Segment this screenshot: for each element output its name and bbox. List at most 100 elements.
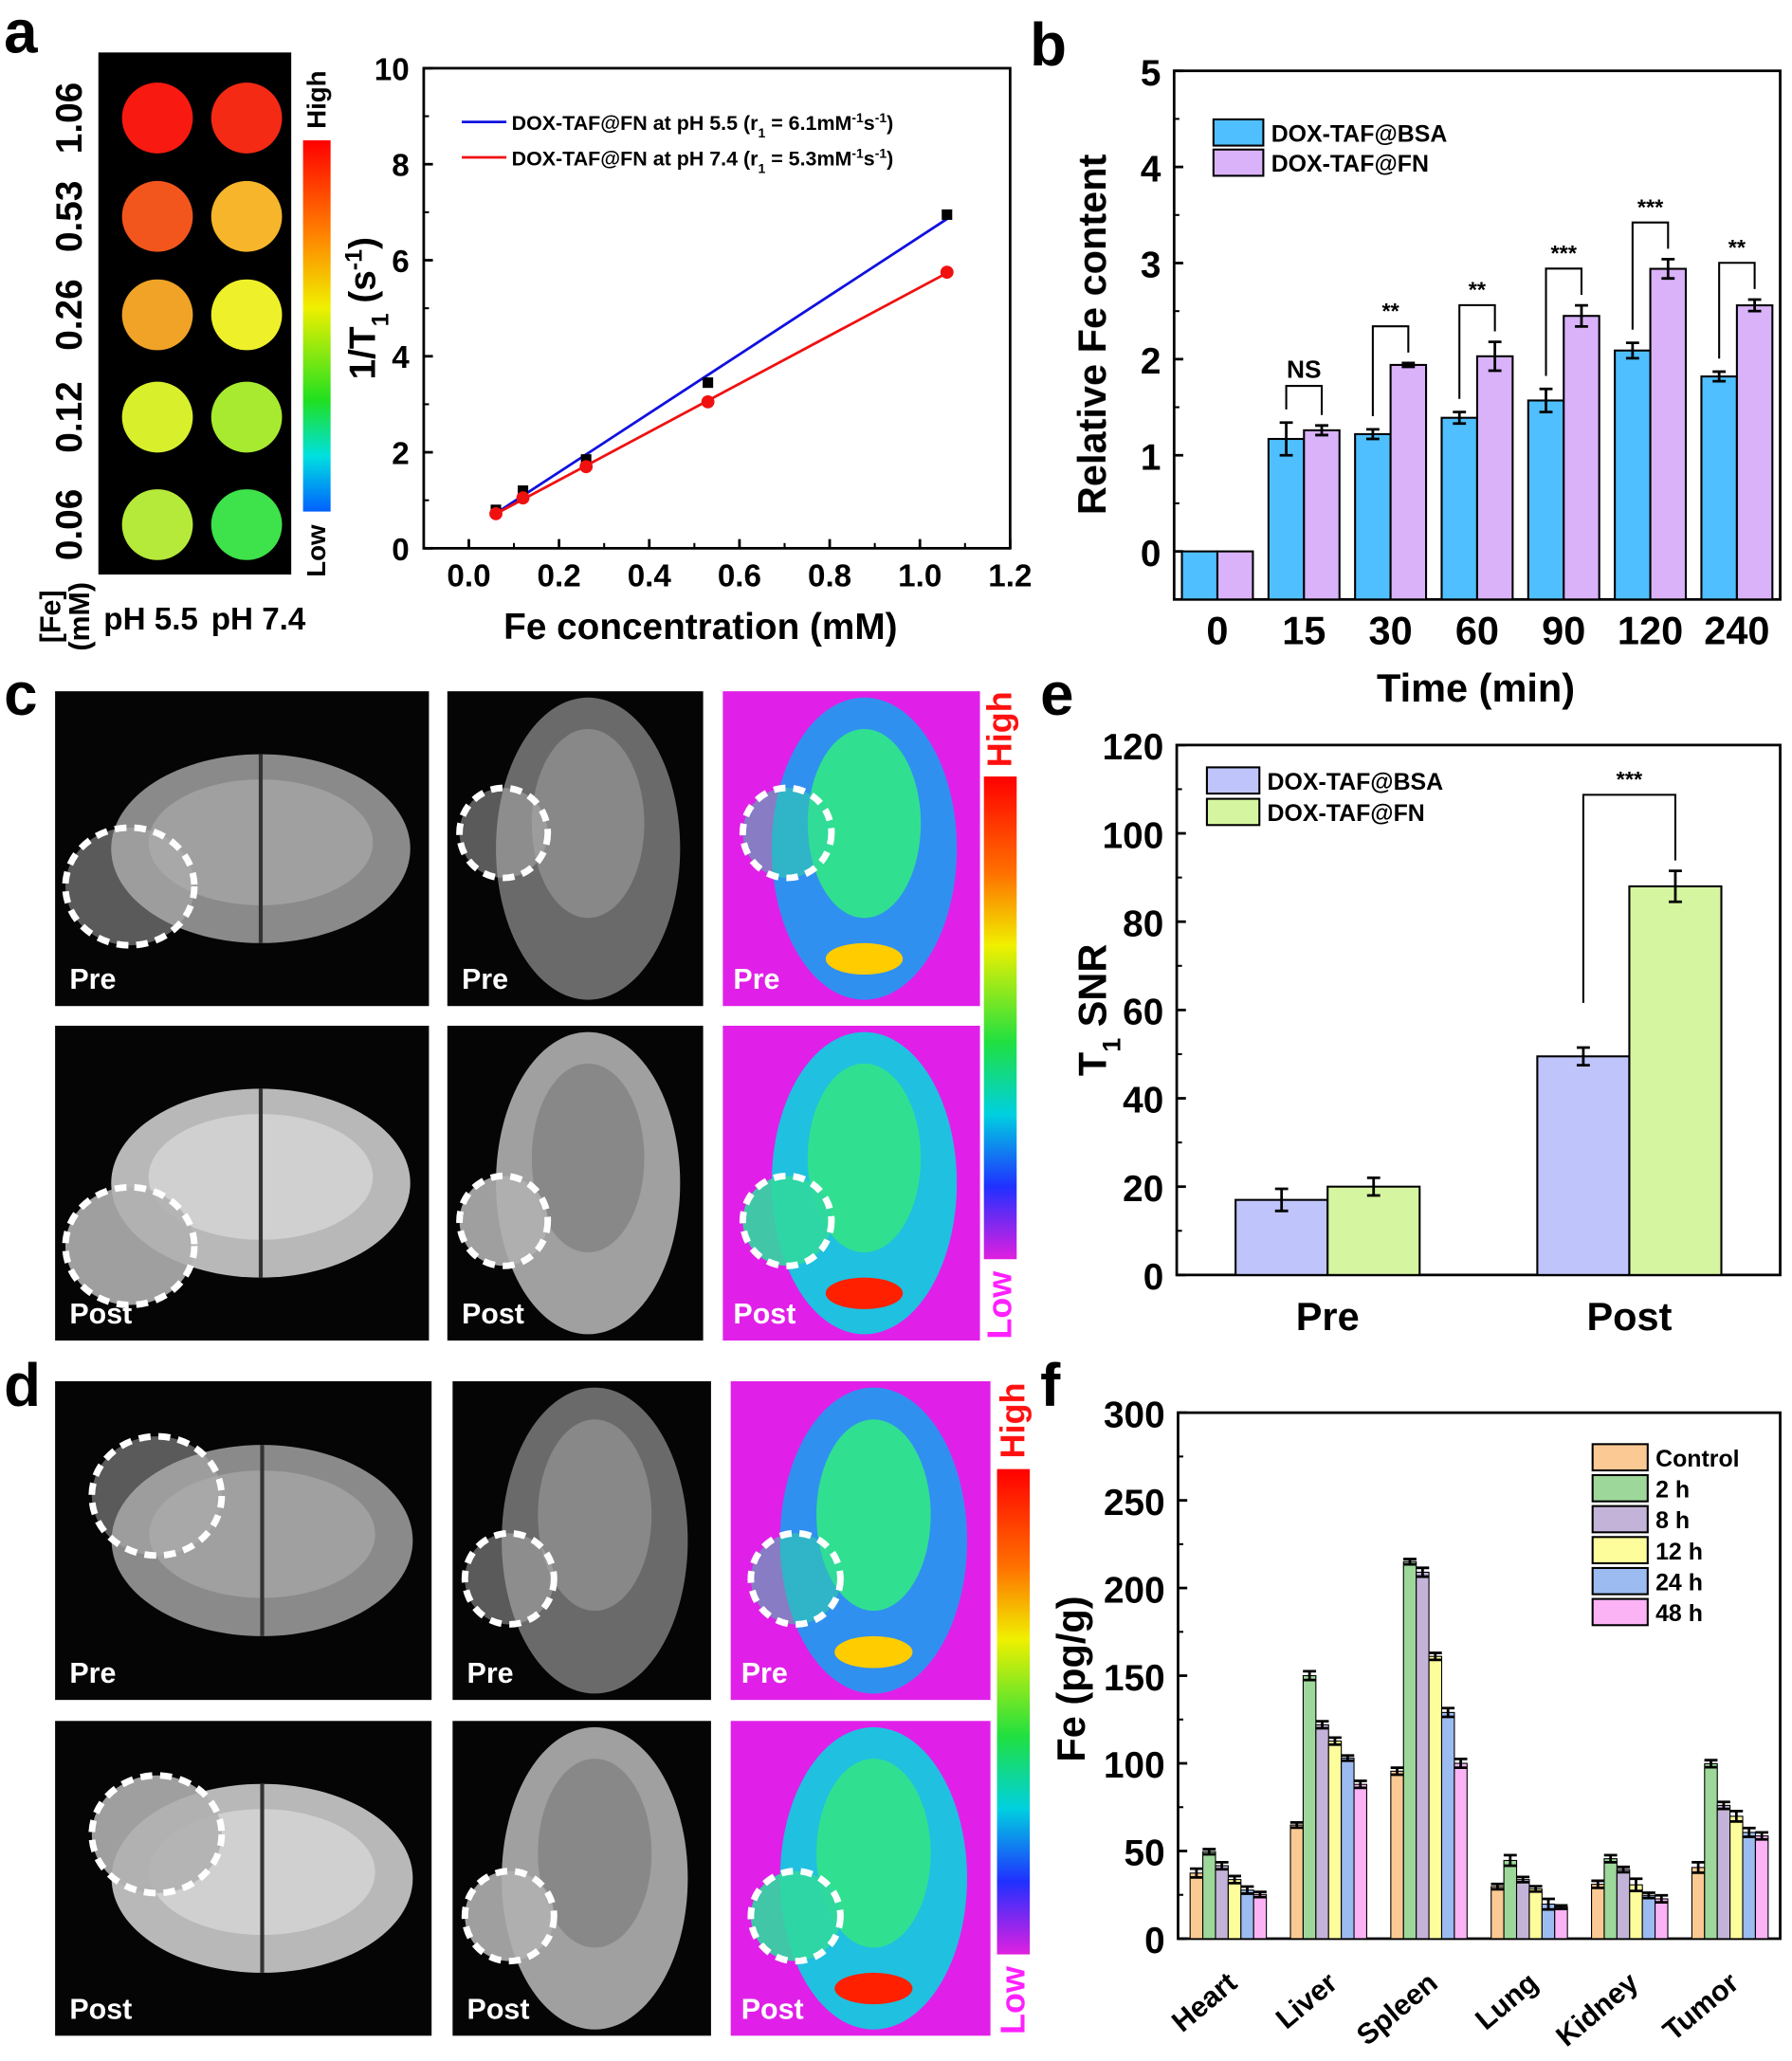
error-bar (1755, 1831, 1769, 1841)
error-bar (1453, 410, 1467, 426)
significance-label: *** (1637, 194, 1664, 219)
organ-region (531, 729, 645, 919)
bar (1402, 1560, 1417, 1940)
error-bar (1390, 1766, 1404, 1777)
bar (1655, 1898, 1669, 1940)
bar (1528, 1888, 1543, 1940)
significance-label: *** (1551, 241, 1578, 265)
error-bar (1202, 1848, 1216, 1856)
y-tick-label: 120 (1103, 727, 1164, 768)
text-part: -1 (875, 145, 887, 160)
y-tick-label: 20 (1123, 1169, 1163, 1210)
phantom-well (210, 82, 283, 154)
error-bar (1729, 1809, 1744, 1823)
tumor-dashed-circle (456, 1172, 552, 1269)
phantom-well (121, 180, 193, 252)
error-bar (1315, 1720, 1329, 1730)
category-label: Heart (1166, 1966, 1243, 2038)
significance-label: ** (1728, 235, 1746, 260)
pre-label: Pre (462, 963, 508, 995)
category-label: Liver (1270, 1966, 1344, 2035)
bar (1315, 1724, 1329, 1940)
tumor (465, 1870, 555, 1961)
error-bar (1576, 1046, 1590, 1067)
concentration-label: 0.26 (49, 279, 90, 350)
text-part: -1 (341, 249, 368, 270)
organ-region (816, 1419, 931, 1612)
legend-label: 24 h (1655, 1569, 1703, 1596)
error-bar (1655, 1893, 1669, 1905)
legend-label: DOX-TAF@BSA (1271, 120, 1448, 147)
error-bar (1575, 303, 1588, 328)
text-part: 1 (759, 125, 766, 140)
category-label: 120 (1618, 608, 1683, 652)
organ-region (538, 1759, 652, 1948)
y-tick-label: 0 (392, 533, 409, 568)
data-point-square (518, 485, 529, 497)
organ-region (531, 1063, 645, 1253)
data-point-square (942, 209, 953, 220)
phantom-well (121, 82, 193, 154)
error-bar (1742, 1826, 1756, 1838)
pre-label: Pre (733, 963, 779, 995)
panel-label-f: f (1040, 1352, 1061, 1419)
tumor (91, 1436, 222, 1556)
bar (1704, 1762, 1718, 1940)
tumor (91, 1775, 222, 1893)
text-part: ) (343, 237, 384, 249)
pre-label: Pre (467, 1657, 514, 1689)
bar (1536, 1055, 1631, 1276)
t1-snr-chart: e 0 20 40 60 80 100 120 Pre Post *** DOX-TAF@BSA DOX… (1040, 661, 1782, 1339)
bar (1202, 1851, 1216, 1940)
concentration-label: 1.06 (49, 82, 90, 154)
tumor (465, 1533, 555, 1625)
bar (1416, 1571, 1430, 1940)
text-part: = 5.3mM (765, 147, 851, 170)
pre-label: Pre (741, 1657, 788, 1689)
data-point-square (580, 454, 592, 465)
y-tick-label: 60 (1123, 993, 1163, 1033)
tumor-dashed-circle (62, 824, 198, 949)
legend-label: 48 h (1655, 1600, 1703, 1627)
x-axis-label: Fe concentration (mM) (503, 607, 897, 647)
text-part: = 6.1mM (765, 112, 851, 135)
y-tick-label: 300 (1104, 1395, 1165, 1435)
bar (1475, 355, 1514, 601)
fit-line (495, 217, 948, 515)
error-bar (1554, 1904, 1568, 1910)
fe-axis-unit: (mM) (64, 582, 96, 651)
error-bar (1669, 869, 1682, 903)
error-bar (1315, 424, 1328, 437)
significance-label: NS (1287, 356, 1321, 384)
x-tick-label: 0.0 (447, 558, 490, 593)
bar (1591, 1884, 1605, 1940)
y-tick-label: 2 (392, 437, 409, 472)
error-bar (1454, 1758, 1468, 1770)
x-tick-label: 1.0 (898, 558, 942, 593)
tumor (742, 1176, 832, 1267)
panel-label-d: d (4, 1352, 41, 1419)
bar (1490, 1886, 1505, 1940)
y-axis-label: 1/T1 (s-1) (341, 237, 394, 379)
phantom-well (121, 489, 193, 560)
bar (1390, 1770, 1404, 1940)
y-tick-label: 0 (1141, 534, 1161, 575)
bar (1267, 437, 1306, 601)
legend-swatch (1591, 1505, 1649, 1534)
y-axis-label: T1 SNR (1070, 944, 1125, 1077)
significance-label: ** (1469, 278, 1487, 302)
legend-label: DOX-TAF@FN (1268, 800, 1425, 827)
error-bar (1490, 1882, 1505, 1891)
tumor-dashed-circle (739, 1172, 835, 1269)
legend-label: 12 h (1655, 1539, 1703, 1565)
significance-label: ** (1381, 299, 1399, 323)
legend-swatch (1591, 1473, 1649, 1503)
post-label: Post (69, 1298, 132, 1330)
y-axis-label: Fe (pg/g) (1049, 1596, 1093, 1761)
error-bar (1274, 1187, 1289, 1213)
bar (1189, 1872, 1204, 1940)
error-bar (1691, 1860, 1706, 1874)
hot-spot (834, 1972, 913, 2005)
colorbar (302, 140, 331, 512)
